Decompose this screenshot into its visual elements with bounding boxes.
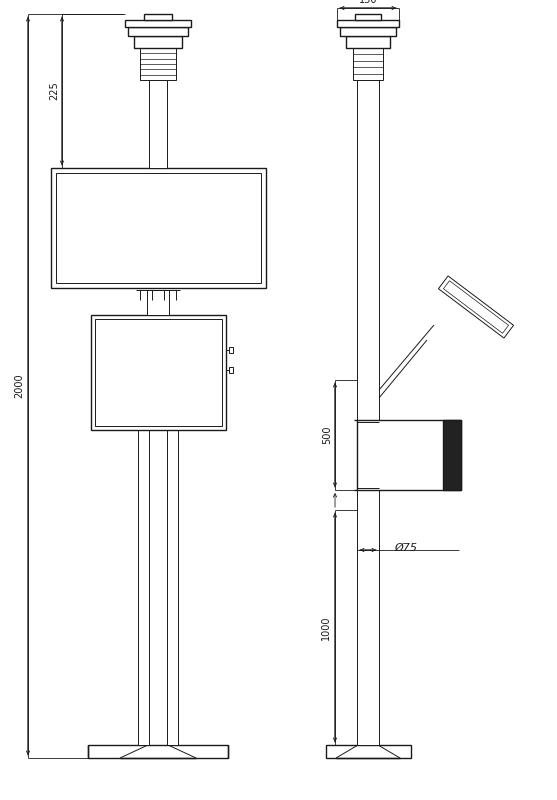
Text: 2000: 2000	[14, 374, 24, 398]
Bar	[340, 27, 396, 36]
Bar	[337, 20, 399, 27]
Text: 150: 150	[359, 0, 377, 5]
Bar	[90, 315, 226, 430]
Bar	[134, 36, 182, 48]
Bar	[140, 48, 176, 80]
Bar	[346, 36, 390, 48]
Bar	[95, 319, 222, 426]
Bar	[125, 20, 191, 27]
Bar	[149, 80, 167, 168]
Bar	[128, 27, 188, 36]
Text: Ø75: Ø75	[394, 543, 417, 553]
Text: 1000: 1000	[321, 615, 331, 640]
Bar	[88, 745, 228, 758]
Bar	[443, 420, 461, 490]
Bar	[51, 168, 266, 288]
Bar	[138, 430, 149, 745]
Bar	[355, 14, 381, 20]
Bar	[228, 347, 232, 353]
Bar	[167, 430, 178, 745]
Bar	[438, 276, 514, 338]
Bar	[228, 367, 232, 373]
Bar	[443, 281, 509, 334]
Bar	[357, 80, 379, 745]
Text: 500: 500	[322, 426, 332, 444]
Bar	[147, 290, 169, 315]
Text: 225: 225	[49, 82, 59, 100]
Bar	[357, 420, 461, 490]
Bar	[56, 173, 261, 283]
Bar	[325, 745, 411, 758]
Bar	[144, 14, 172, 20]
Bar	[353, 48, 383, 80]
